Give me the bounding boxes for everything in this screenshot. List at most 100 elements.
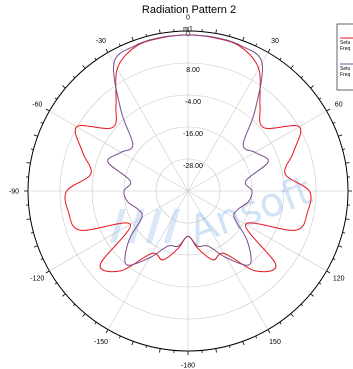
polar-grid bbox=[24, 27, 352, 355]
angle-tick-mark bbox=[255, 335, 258, 339]
angle-tick-mark bbox=[26, 162, 31, 164]
angle-tick-label: -180 bbox=[181, 363, 195, 369]
angle-tick-mark bbox=[300, 303, 304, 307]
angle-tick-mark bbox=[310, 85, 314, 89]
radial-tick-label: -16.00 bbox=[183, 131, 203, 138]
angle-tick-mark bbox=[326, 270, 331, 274]
legend-label: Setu bbox=[340, 40, 351, 46]
marker-label: m1 bbox=[183, 26, 193, 33]
angle-tick-mark bbox=[242, 36, 245, 41]
radial-tick-label: 8.00 bbox=[186, 67, 200, 74]
grid-spoke bbox=[49, 110, 189, 192]
grid-spoke bbox=[187, 110, 327, 192]
angle-tick-mark bbox=[118, 335, 121, 339]
angle-tick-mark bbox=[338, 134, 343, 137]
radial-tick-label: -4.00 bbox=[185, 99, 201, 106]
angle-tick-mark bbox=[30, 232, 34, 234]
angle-tick-mark bbox=[45, 270, 50, 274]
grid-spoke bbox=[49, 190, 189, 272]
legend-label: Freq bbox=[340, 46, 351, 52]
angle-tick-mark bbox=[40, 258, 44, 261]
angle-tick-mark bbox=[345, 162, 350, 164]
angle-tick-mark bbox=[332, 258, 336, 261]
angle-tick-mark bbox=[229, 33, 231, 37]
grid-spoke bbox=[187, 190, 269, 330]
angle-tick-mark bbox=[94, 57, 97, 61]
angle-tick-label: -120 bbox=[30, 276, 44, 283]
angle-tick-mark bbox=[290, 65, 294, 69]
angle-tick-mark bbox=[145, 345, 147, 349]
angle-tick-mark bbox=[26, 218, 31, 220]
angle-tick-mark bbox=[72, 303, 76, 307]
chart-title: Radiation Pattern 2 bbox=[142, 4, 236, 16]
angle-tick-label: -60 bbox=[32, 102, 42, 109]
angle-tick-mark bbox=[33, 134, 38, 137]
angle-tick-mark bbox=[40, 121, 44, 124]
angle-tick-mark bbox=[30, 148, 34, 150]
angle-tick-mark bbox=[159, 348, 161, 353]
angle-tick-mark bbox=[105, 48, 109, 53]
angle-tick-mark bbox=[338, 245, 343, 248]
angle-tick-mark bbox=[82, 65, 86, 69]
angle-tick-mark bbox=[342, 148, 346, 150]
angle-tick-mark bbox=[145, 33, 147, 37]
angle-tick-mark bbox=[94, 321, 97, 325]
grid-spoke bbox=[187, 190, 327, 272]
angle-tick-label: -90 bbox=[9, 189, 19, 196]
angle-tick-mark bbox=[279, 321, 282, 325]
grid-spoke bbox=[107, 52, 189, 192]
legend-box bbox=[336, 23, 353, 91]
watermark: Ansoft bbox=[110, 167, 318, 254]
angle-tick-mark bbox=[33, 245, 38, 248]
grid-spoke bbox=[107, 190, 189, 330]
angle-tick-mark bbox=[300, 75, 304, 79]
watermark-stripe bbox=[164, 209, 180, 243]
angle-tick-mark bbox=[215, 29, 217, 34]
angle-tick-label: 120 bbox=[333, 276, 345, 283]
angle-tick-mark bbox=[45, 108, 50, 112]
series-line-2 bbox=[107, 34, 269, 266]
angle-tick-mark bbox=[345, 218, 350, 220]
angle-tick-mark bbox=[290, 313, 294, 317]
series-layer bbox=[64, 34, 312, 273]
legend-label: Freq bbox=[340, 72, 351, 78]
angle-tick-label: -150 bbox=[94, 339, 108, 346]
angle-tick-mark bbox=[159, 29, 161, 34]
grid-spoke bbox=[187, 52, 269, 192]
angle-tick-mark bbox=[318, 282, 322, 285]
angle-tick-mark bbox=[131, 341, 134, 346]
angle-tick-mark bbox=[342, 232, 346, 234]
angle-tick-mark bbox=[72, 75, 76, 79]
angle-tick-mark bbox=[215, 348, 217, 353]
angle-tick-label: 150 bbox=[269, 339, 281, 346]
angle-tick-mark bbox=[62, 85, 66, 89]
angle-tick-label: 60 bbox=[335, 102, 343, 109]
angle-tick-mark bbox=[54, 282, 58, 285]
marker-symbol bbox=[185, 31, 191, 36]
angle-tick-label: -30 bbox=[96, 38, 106, 45]
angle-tick-mark bbox=[326, 108, 331, 112]
watermark-stripe bbox=[110, 209, 126, 243]
angle-tick-mark bbox=[310, 293, 314, 297]
angle-tick-mark bbox=[229, 345, 231, 349]
watermark-text: Ansoft bbox=[183, 167, 318, 254]
angle-tick-mark bbox=[118, 43, 121, 47]
angle-tick-mark bbox=[62, 293, 66, 297]
angle-tick-mark bbox=[105, 329, 109, 334]
angle-tick-mark bbox=[255, 43, 258, 47]
angle-tick-label: 30 bbox=[271, 38, 279, 45]
angle-tick-mark bbox=[267, 48, 271, 53]
angle-tick-mark bbox=[242, 341, 245, 346]
angle-tick-mark bbox=[318, 97, 322, 100]
tick-labels: 0306090120150-180-150-120-90-60-308.00-4… bbox=[9, 15, 345, 369]
angle-tick-label: 0 bbox=[186, 15, 190, 22]
legend-label: Setu bbox=[340, 66, 351, 72]
angle-tick-mark bbox=[332, 121, 336, 124]
radial-tick-label: -28.00 bbox=[183, 163, 203, 170]
watermark-stripe bbox=[146, 209, 162, 243]
angle-tick-mark bbox=[54, 97, 58, 100]
angle-tick-mark bbox=[131, 36, 134, 41]
angle-tick-mark bbox=[267, 329, 271, 334]
